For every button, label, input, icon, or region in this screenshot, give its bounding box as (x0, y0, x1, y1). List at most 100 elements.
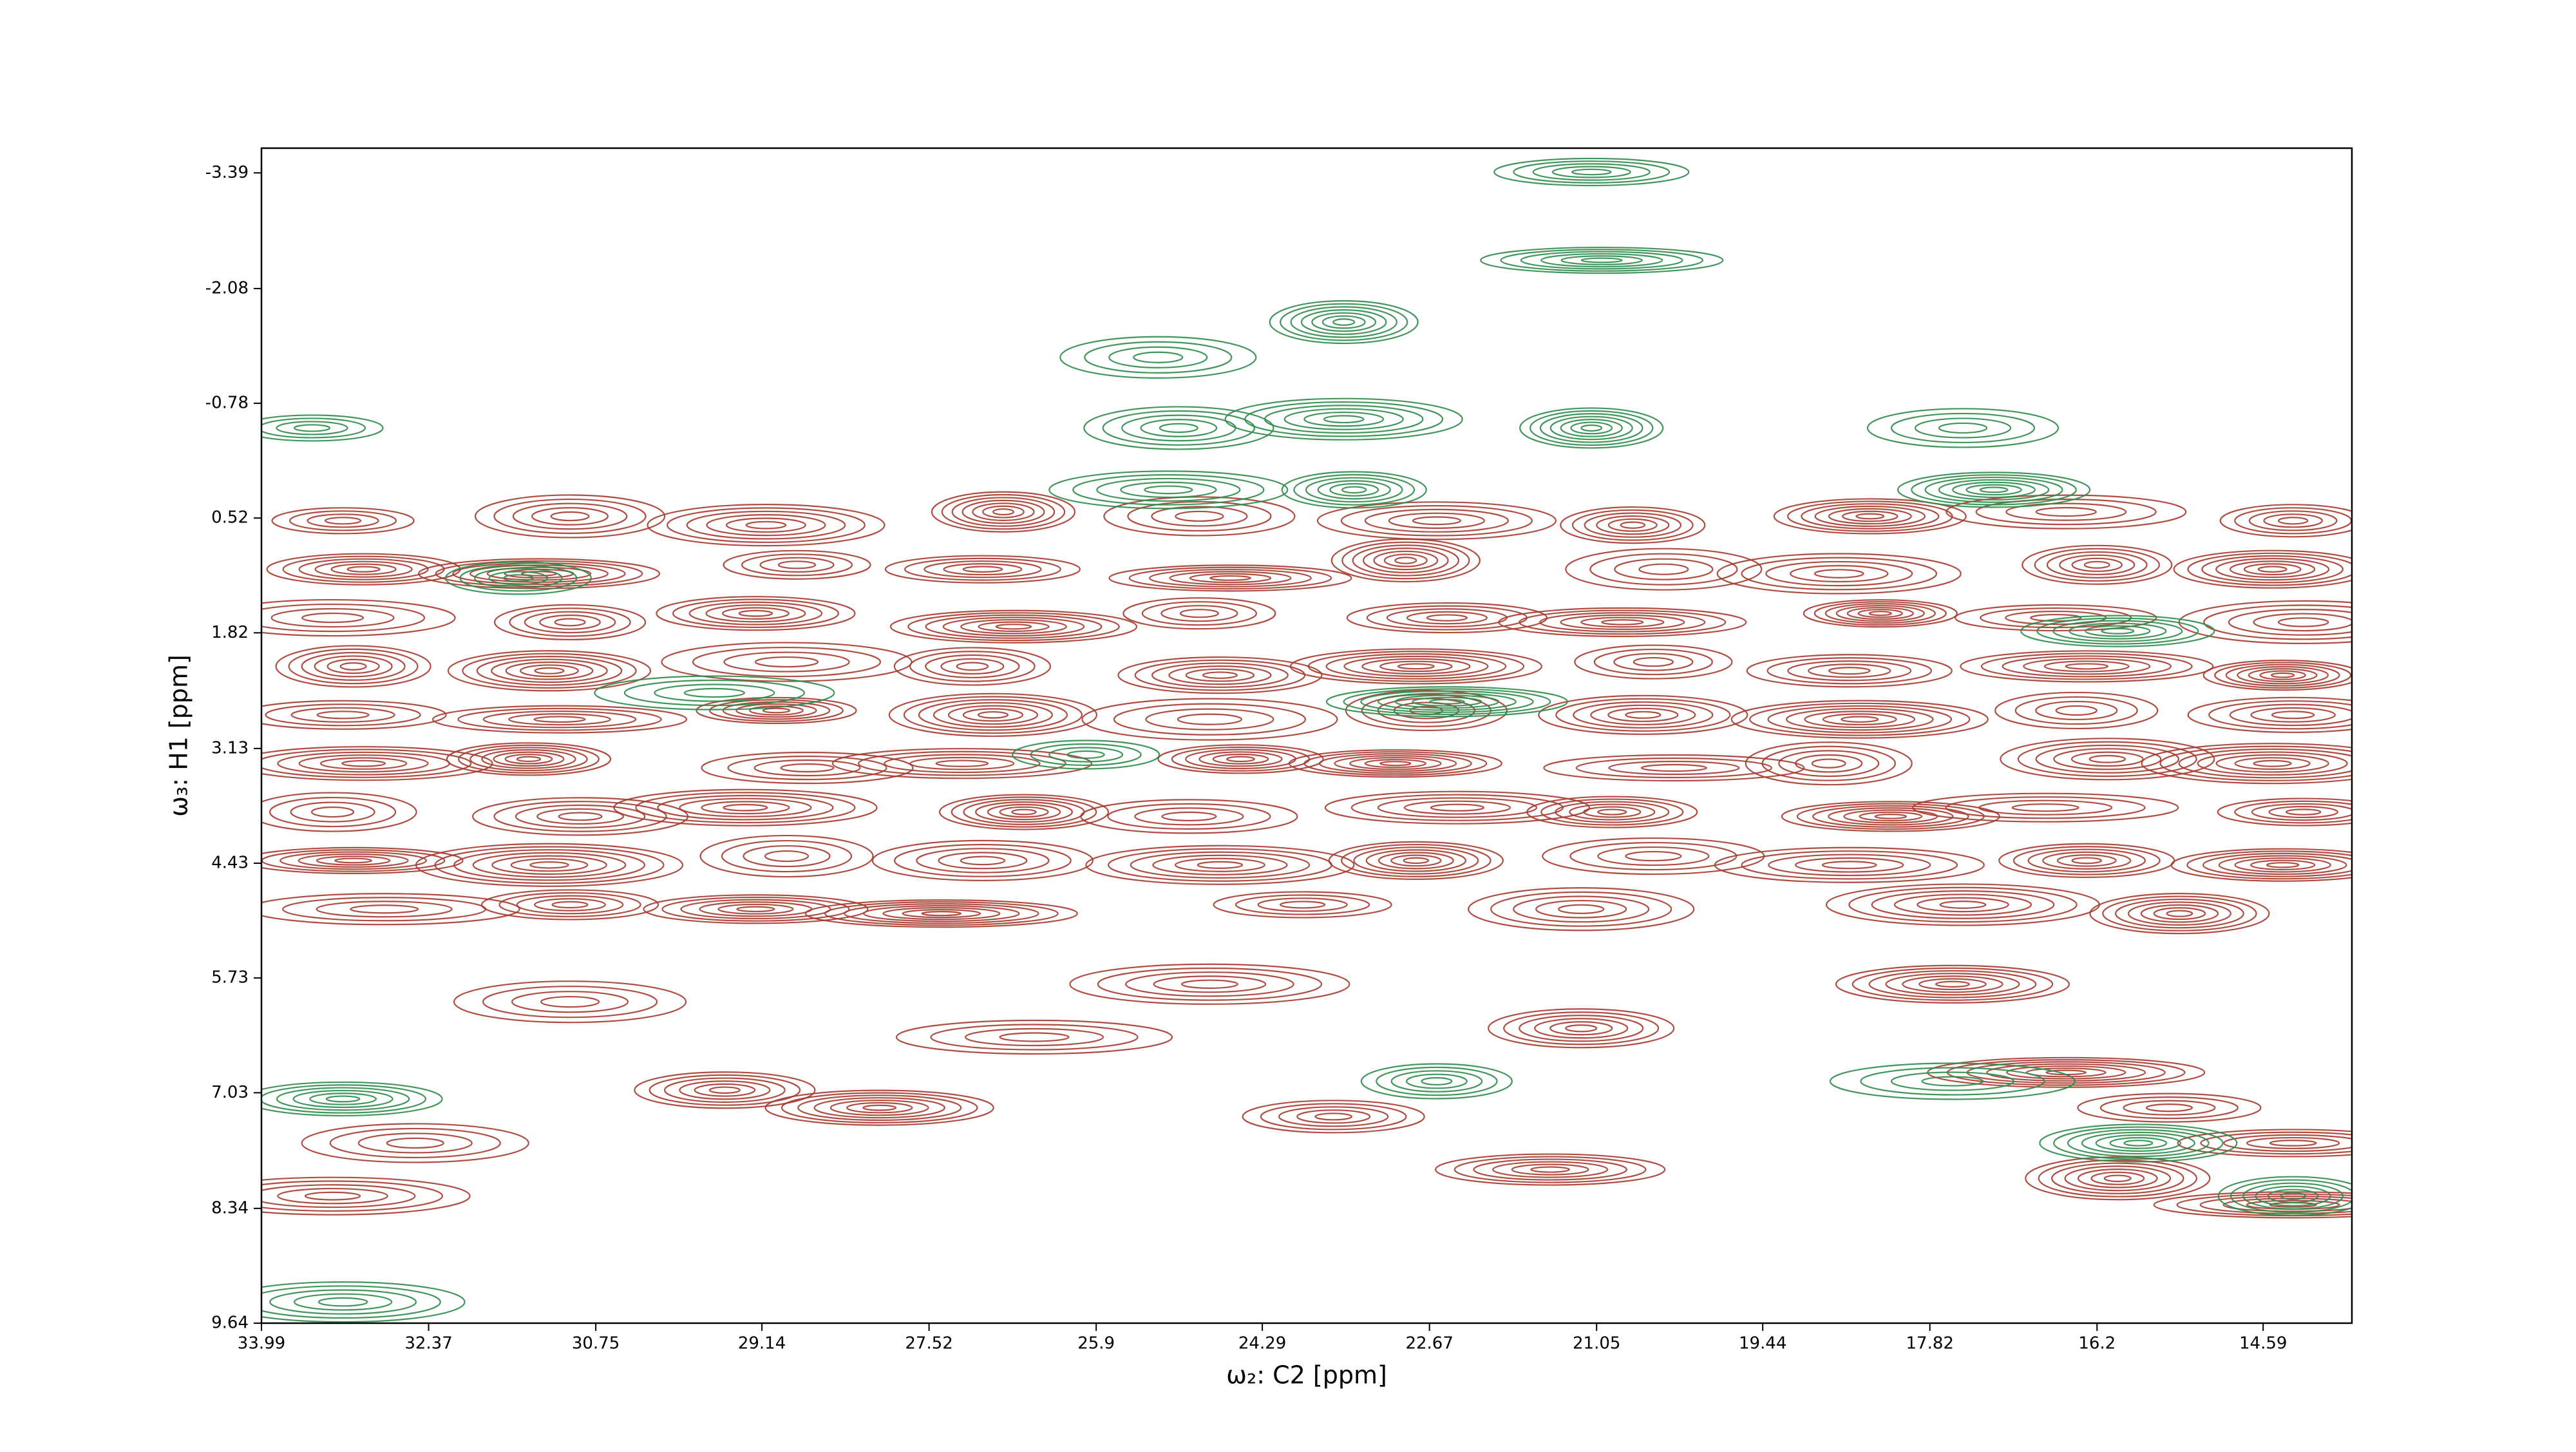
contour-line (2277, 617, 2329, 627)
contour-line (1939, 900, 1987, 909)
x-axis-label: ω₂: C2 [ppm] (1226, 1361, 1387, 1390)
peak (1526, 796, 1698, 828)
peak (453, 980, 687, 1024)
contour-line (2027, 848, 2146, 873)
contour-line (688, 601, 823, 626)
contour-line (1766, 657, 1933, 685)
contour-line (1535, 899, 1627, 919)
contour-line (1778, 750, 1880, 778)
contour-line (663, 1077, 786, 1103)
contour-line (1383, 553, 1428, 568)
contour-line (2280, 1192, 2307, 1200)
contour-line (594, 675, 835, 711)
contour-line (709, 699, 844, 722)
contour-line (894, 844, 1072, 877)
contour-line (1169, 571, 1292, 586)
contour-line (1538, 694, 1748, 735)
contour-line (909, 651, 1036, 682)
contour-line (975, 801, 1073, 823)
contour-line (1244, 401, 1444, 437)
contour-line (871, 839, 1094, 882)
peak (446, 742, 612, 776)
contour-layer (261, 157, 2352, 1323)
contour-line (1860, 1067, 2045, 1096)
contour-line (310, 806, 355, 818)
peak (1866, 408, 2060, 448)
contour-line (1242, 1100, 1425, 1134)
contour-line (298, 853, 409, 868)
contour-line (1768, 854, 1931, 877)
contour-line (2000, 738, 2215, 781)
peak (1080, 799, 1298, 834)
contour-line (2253, 613, 2352, 632)
contour-line (884, 555, 1081, 584)
contour-line (2250, 707, 2336, 723)
contour-line (1488, 1008, 1675, 1049)
contour-line (1555, 698, 1731, 732)
contour-line (1198, 751, 1283, 767)
contour-line (2115, 898, 2244, 929)
peak (1103, 496, 1296, 537)
contour-line (1134, 659, 1306, 691)
contour-line (1824, 603, 1936, 624)
contour-line (893, 647, 1051, 686)
contour-line (963, 799, 1085, 825)
contour-line (1955, 604, 2157, 632)
contour-line (508, 713, 611, 726)
contour-line (1102, 410, 1256, 446)
contour-line (316, 711, 370, 720)
contour-line (1822, 713, 1897, 726)
contour-line (498, 892, 641, 917)
contour-line (1140, 419, 1218, 437)
contour-line (1331, 538, 1481, 583)
peak (1574, 644, 1733, 680)
contour-line (921, 911, 962, 917)
contour-line (2042, 851, 2132, 870)
contour-line (298, 754, 429, 773)
contour-line (995, 624, 1032, 630)
contour-line (1921, 1076, 1984, 1087)
contour-line (862, 1104, 897, 1111)
peak (893, 647, 1051, 686)
contour-line (1498, 607, 1747, 638)
contour-line (1388, 512, 1485, 530)
contour-line (1885, 973, 2020, 996)
contour-line (1580, 616, 1665, 628)
contour-line (1226, 756, 1255, 763)
contour-line (516, 895, 624, 915)
contour-line (1350, 794, 1564, 821)
contour-line (554, 618, 586, 627)
contour-line (999, 1032, 1070, 1042)
contour-line (2253, 759, 2292, 767)
contour-line (1235, 894, 1370, 915)
contour-line (1790, 565, 1889, 583)
contour-line (2285, 808, 2322, 816)
contour-line (2153, 907, 2206, 921)
contour-line (1787, 660, 1912, 682)
contour-line (417, 558, 661, 589)
contour-line (1120, 481, 1217, 499)
peak (2039, 1123, 2238, 1163)
x-tick-label: 27.52 (905, 1334, 952, 1353)
contour-line (2070, 751, 2144, 767)
contour-line (540, 996, 600, 1008)
peak (804, 899, 1078, 928)
contour-line (357, 1132, 473, 1154)
contour-line (656, 596, 856, 631)
peak (931, 491, 1076, 533)
contour-line (686, 510, 846, 540)
contour-line (1960, 650, 2214, 683)
contour-line (829, 1099, 929, 1116)
contour-line (1224, 397, 1463, 441)
contour-line (1161, 811, 1217, 821)
contour-line (2248, 668, 2318, 683)
contour-line (261, 700, 447, 730)
contour-line (844, 903, 1039, 924)
peak (647, 504, 886, 547)
contour-line (1741, 557, 1938, 591)
contour-line (2145, 1103, 2193, 1113)
peak (1435, 1153, 1666, 1186)
contour-line (1583, 806, 1642, 818)
contour-line (1871, 890, 2055, 919)
contour-line (288, 648, 419, 685)
